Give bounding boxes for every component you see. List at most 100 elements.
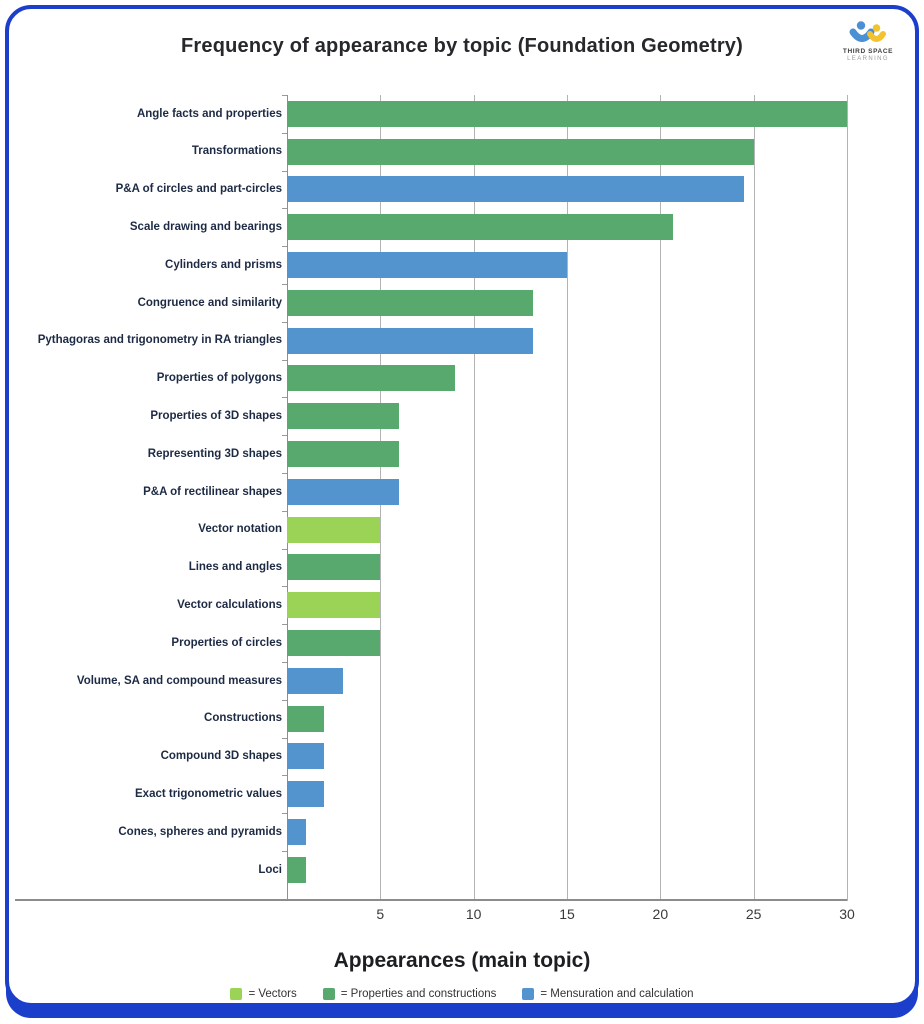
category-label-p-a-of-circles-and-part-circles: P&A of circles and part-circles — [115, 183, 282, 196]
bar-track — [282, 548, 847, 587]
chart-row: P&A of circles and part-circles — [29, 170, 895, 209]
bar-track — [282, 586, 847, 624]
chart-card: Frequency of appearance by topic (Founda… — [5, 5, 919, 1007]
category-label-angle-facts-and-properties: Angle facts and properties — [136, 107, 282, 120]
legend-label-mensuration: = Mensuration and calculation — [540, 988, 694, 1000]
category-label-cones-spheres-and-pyramids: Cones, spheres and pyramids — [118, 825, 282, 838]
bar-track — [282, 775, 847, 813]
chart-row: Transformations — [29, 132, 895, 171]
legend-item-properties: = Properties and constructions — [322, 988, 497, 1000]
bar-pythagoras-and-trigonometry-in-ra-triangles — [287, 327, 534, 354]
bar-volume-sa-and-compound-measures — [287, 667, 343, 694]
category-label-constructions: Constructions — [204, 712, 282, 725]
category-label-cylinders-and-prisms: Cylinders and prisms — [165, 258, 282, 271]
people-logo-icon — [849, 21, 886, 42]
category-label-lines-and-angles: Lines and angles — [188, 561, 282, 574]
legend-item-mensuration: = Mensuration and calculation — [522, 988, 694, 1000]
category-label-representing-3d-shapes: Representing 3D shapes — [147, 447, 282, 460]
bar-track — [282, 472, 847, 511]
legend-label-properties: = Properties and constructions — [340, 988, 497, 1000]
bar-track — [282, 95, 847, 133]
x-axis-ticks: 5 10 15 20 25 30 — [287, 901, 854, 927]
bar-scale-drawing-and-bearings — [287, 214, 674, 241]
chart-row: Scale drawing and bearings — [29, 208, 895, 246]
header: Frequency of appearance by topic (Founda… — [29, 19, 895, 81]
bar-track — [282, 208, 847, 246]
legend-item-vectors: = Vectors — [230, 988, 297, 1000]
legend-swatch-vectors — [230, 988, 243, 1000]
bar-congruence-and-similarity — [287, 289, 534, 316]
category-label-loci: Loci — [258, 863, 282, 876]
category-label-properties-of-circles: Properties of circles — [171, 636, 282, 649]
bar-track — [282, 359, 847, 398]
bar-track — [282, 850, 847, 889]
chart-row: P&A of rectilinear shapes — [29, 472, 895, 511]
brand-logo: THIRD SPACE LEARNING — [837, 21, 899, 62]
bar-track — [282, 699, 847, 738]
bar-track — [282, 283, 847, 322]
bar-track — [282, 624, 847, 662]
x-tick-label-5: 5 — [376, 906, 385, 922]
chart-row: Cylinders and prisms — [29, 246, 895, 284]
category-label-properties-of-3d-shapes: Properties of 3D shapes — [150, 409, 282, 422]
category-label-vector-notation: Vector notation — [198, 523, 282, 536]
bar-track — [282, 737, 847, 776]
chart-row: Lines and angles — [29, 548, 895, 587]
x-tick-label-25: 25 — [745, 906, 762, 922]
bar-properties-of-polygons — [287, 365, 455, 392]
category-label-volume-sa-and-compound-measures: Volume, SA and compound measures — [76, 674, 282, 687]
bar-constructions — [287, 705, 325, 732]
chart-row: Vector calculations — [29, 586, 895, 624]
category-label-scale-drawing-and-bearings: Scale drawing and bearings — [129, 220, 282, 233]
chart-row: Representing 3D shapes — [29, 435, 895, 473]
bar-track — [282, 132, 847, 171]
chart-rows: Angle facts and properties Transformation… — [29, 95, 895, 889]
x-tick-label-30: 30 — [839, 906, 855, 922]
bar-track — [282, 661, 847, 700]
bar-track — [282, 246, 847, 284]
bar-vector-calculations — [287, 592, 381, 619]
chart-row: Constructions — [29, 699, 895, 738]
chart-row: Vector notation — [29, 510, 895, 549]
category-label-transformations: Transformations — [191, 145, 282, 158]
chart-row: Properties of polygons — [29, 359, 895, 398]
category-label-properties-of-polygons: Properties of polygons — [156, 372, 282, 385]
bar-angle-facts-and-properties — [287, 100, 847, 127]
chart-row: Compound 3D shapes — [29, 737, 895, 776]
legend-swatch-properties — [322, 988, 335, 1000]
bar-representing-3d-shapes — [287, 441, 399, 468]
chart-row: Congruence and similarity — [29, 283, 895, 322]
bar-properties-of-circles — [287, 630, 381, 657]
category-label-compound-3d-shapes: Compound 3D shapes — [160, 750, 282, 763]
category-label-congruence-and-similarity: Congruence and similarity — [137, 296, 282, 309]
x-axis-line — [15, 899, 847, 901]
x-axis-title: Appearances (main topic) — [333, 949, 591, 972]
legend-swatch-mensuration — [522, 988, 535, 1000]
bar-cones-spheres-and-pyramids — [287, 819, 306, 846]
category-label-pythagoras-and-trigonometry-in-ra-triangles: Pythagoras and trigonometry in RA triang… — [37, 334, 282, 347]
bar-track — [282, 321, 847, 360]
bar-exact-trigonometric-values — [287, 781, 325, 808]
bar-track — [282, 435, 847, 473]
brand-name-line2: LEARNING — [847, 56, 889, 62]
chart-row: Exact trigonometric values — [29, 775, 895, 813]
bar-transformations — [287, 138, 754, 165]
brand-name-line1: THIRD SPACE — [842, 48, 894, 55]
bar-cylinders-and-prisms — [287, 252, 567, 279]
x-tick-label-20: 20 — [652, 906, 669, 922]
legend-label-vectors: = Vectors — [248, 988, 297, 1000]
bar-p-a-of-circles-and-part-circles — [287, 176, 745, 203]
bar-track — [282, 510, 847, 549]
x-tick-label-15: 15 — [559, 906, 575, 922]
bar-track — [282, 170, 847, 209]
bar-track — [282, 813, 847, 851]
category-label-vector-calculations: Vector calculations — [177, 598, 282, 611]
bar-lines-and-angles — [287, 554, 381, 581]
bar-properties-of-3d-shapes — [287, 403, 399, 430]
bar-loci — [287, 856, 306, 883]
chart-row: Properties of circles — [29, 624, 895, 662]
chart-row: Pythagoras and trigonometry in RA triang… — [29, 321, 895, 360]
bar-compound-3d-shapes — [287, 743, 325, 770]
bar-p-a-of-rectilinear-shapes — [287, 478, 399, 505]
